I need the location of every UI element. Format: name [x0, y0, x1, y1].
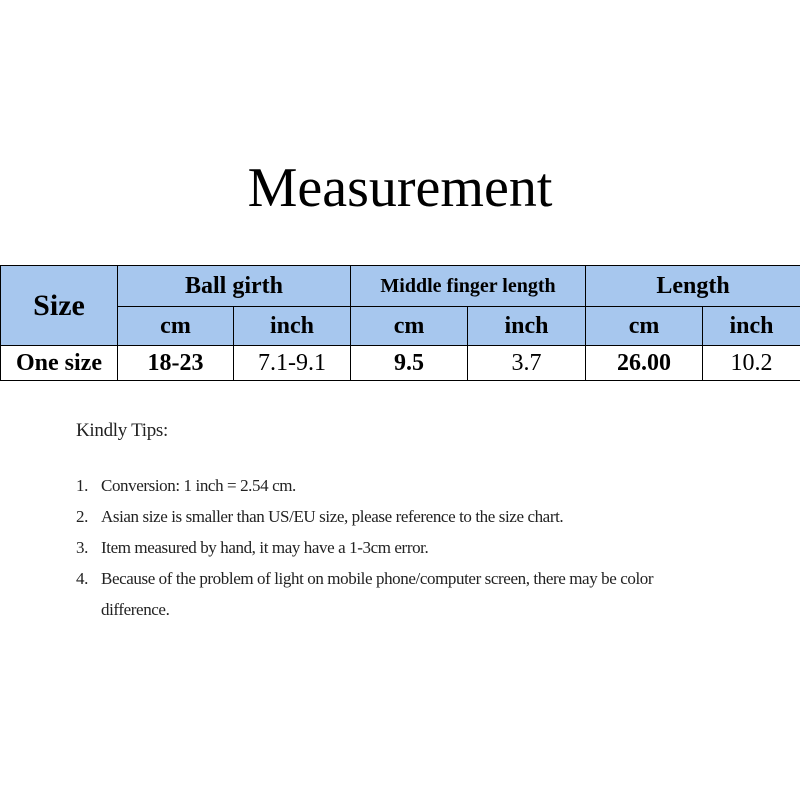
header-row: Size Ball girth Middle finger length Len…	[0, 265, 800, 346]
tip-number: 2.	[76, 507, 88, 526]
tip-number: 4.	[76, 569, 88, 588]
tip-number: 1.	[76, 476, 88, 495]
cell: 18-23	[117, 345, 234, 381]
cell: 10.2	[702, 345, 800, 381]
tip-text: Because of the problem of light on mobil…	[101, 569, 654, 619]
header-cell: Length	[585, 265, 800, 307]
unit-cell: cm	[585, 306, 704, 346]
tip-item: 4. Because of the problem of light on mob…	[76, 563, 686, 625]
cell: 26.00	[585, 345, 704, 381]
header-cell: Ball girth	[116, 265, 352, 307]
tip-text: Item measured by hand, it may have a 1-3…	[101, 538, 429, 557]
header-cell: Middle finger length	[350, 265, 587, 307]
unit-cell: cm	[350, 306, 469, 346]
tip-number: 3.	[76, 538, 88, 557]
tips-heading: Kindly Tips:	[76, 420, 168, 441]
tip-text: Conversion: 1 inch = 2.54 cm.	[101, 476, 296, 495]
header-cell: Size	[0, 265, 118, 346]
cell: One size	[0, 345, 118, 381]
tip-item: 2. Asian size is smaller than US/EU size,…	[76, 501, 686, 532]
tips: Kindly Tips: 1. Conversion: 1 inch = 2.54…	[76, 420, 686, 625]
tip-item: 1. Conversion: 1 inch = 2.54 cm.	[76, 470, 686, 501]
unit-cell: inch	[702, 306, 800, 346]
unit-cell: cm	[117, 306, 234, 346]
title: Measurement	[247, 157, 553, 219]
unit-cell: inch	[467, 306, 587, 346]
tip-text: Asian size is smaller than US/EU size, p…	[101, 507, 564, 526]
unit-cell: inch	[232, 306, 352, 346]
data-row: One size 18-23 7.1-9.1 9.5 3.7 26.00 10.…	[0, 345, 800, 381]
cell: 9.5	[350, 345, 469, 381]
unit-row: cm inch cm inch cm inch	[1, 306, 800, 346]
tips-list: 1. Conversion: 1 inch = 2.54 cm. 2. Asian s…	[76, 470, 686, 625]
cell: 7.1-9.1	[232, 345, 352, 381]
cell: 3.7	[467, 345, 587, 381]
tip-item: 3. Item measured by hand, it may have a 1…	[76, 532, 686, 563]
size-table: Size Ball girth Middle finger length Len…	[0, 265, 800, 381]
